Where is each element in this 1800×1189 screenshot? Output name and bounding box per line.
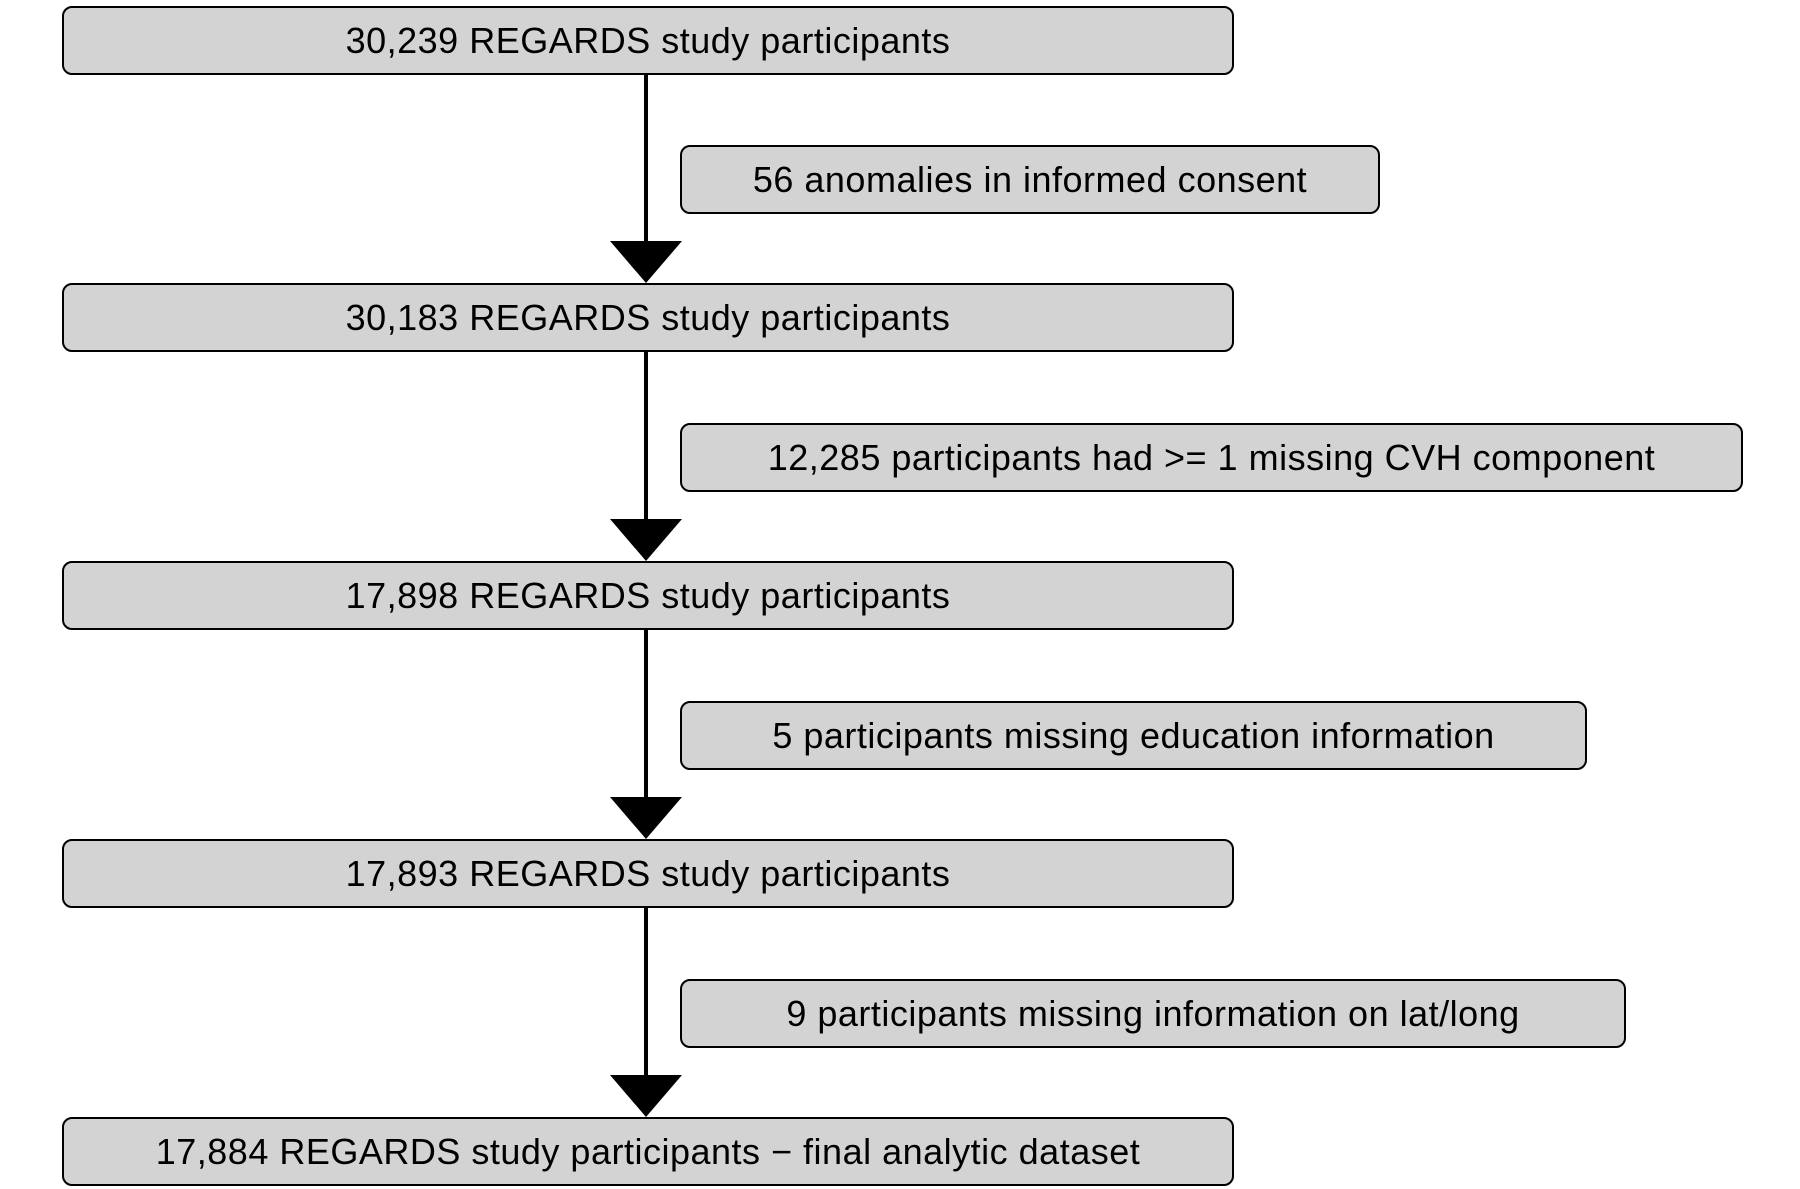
box-label: 17,893 REGARDS study participants [346, 853, 951, 895]
arrow-head-icon [610, 519, 682, 564]
arrow-line [644, 908, 648, 1075]
arrow-head-icon [610, 241, 682, 286]
flow-main-box: 17,898 REGARDS study participants [62, 561, 1234, 630]
box-label: 5 participants missing education informa… [772, 715, 1494, 757]
box-label: 9 participants missing information on la… [786, 993, 1519, 1035]
flow-exclusion-box: 9 participants missing information on la… [680, 979, 1626, 1048]
box-label: 17,898 REGARDS study participants [346, 575, 951, 617]
flowchart-stage: 30,239 REGARDS study participants 56 anom… [0, 0, 1800, 1189]
box-label: 17,884 REGARDS study participants − fina… [156, 1131, 1141, 1173]
arrow-line [644, 352, 648, 519]
arrow-line [644, 75, 648, 241]
flow-main-box: 30,239 REGARDS study participants [62, 6, 1234, 75]
flow-main-box: 17,884 REGARDS study participants − fina… [62, 1117, 1234, 1186]
arrow-head-icon [610, 1075, 682, 1120]
flow-exclusion-box: 12,285 participants had >= 1 missing CVH… [680, 423, 1743, 492]
box-label: 30,183 REGARDS study participants [346, 297, 951, 339]
flow-exclusion-box: 5 participants missing education informa… [680, 701, 1587, 770]
arrow-head-icon [610, 797, 682, 842]
flow-main-box: 30,183 REGARDS study participants [62, 283, 1234, 352]
box-label: 56 anomalies in informed consent [753, 159, 1307, 201]
flow-main-box: 17,893 REGARDS study participants [62, 839, 1234, 908]
flow-exclusion-box: 56 anomalies in informed consent [680, 145, 1380, 214]
arrow-line [644, 630, 648, 797]
box-label: 30,239 REGARDS study participants [346, 20, 951, 62]
box-label: 12,285 participants had >= 1 missing CVH… [768, 437, 1656, 479]
